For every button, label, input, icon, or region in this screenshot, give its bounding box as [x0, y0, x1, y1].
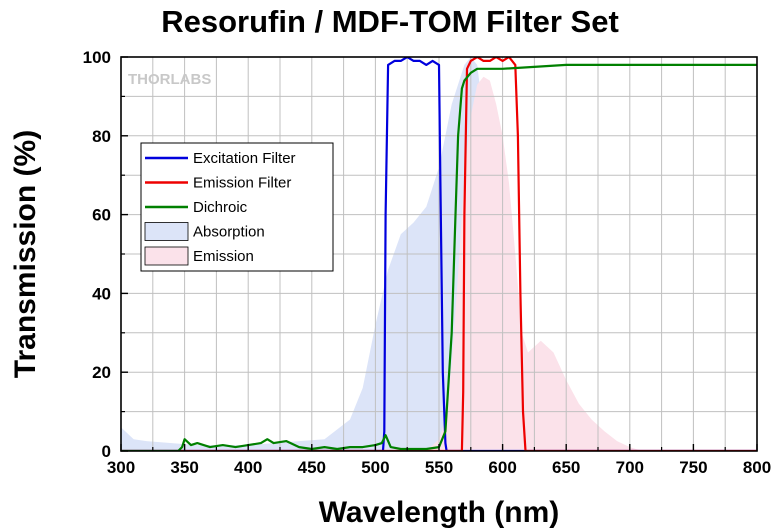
x-tick-label: 750: [679, 458, 707, 477]
x-tick-label: 350: [170, 458, 198, 477]
x-tick-label: 500: [361, 458, 389, 477]
legend: Excitation Filter Emission Filter Dichroic…: [140, 142, 334, 272]
y-tick-label: 100: [83, 48, 111, 67]
x-tick-label: 300: [107, 458, 135, 477]
legend-swatch-absorption: [144, 222, 189, 241]
x-tick-label: 600: [488, 458, 516, 477]
chart-title: Resorufin / MDF-TOM Filter Set: [161, 4, 619, 39]
line-layer: [121, 57, 757, 451]
y-tick-label: 40: [92, 284, 111, 303]
y-tick-label: 80: [92, 127, 111, 146]
tick-layer: 300 350 400 450 500 550 600 650 700 750 800 0 20 40 60…: [83, 48, 772, 477]
x-tick-label: 800: [743, 458, 771, 477]
y-tick-label: 0: [102, 442, 111, 461]
series-emission-filter-line: [121, 57, 757, 451]
legend-label-excitation-filter: Excitation Filter: [193, 150, 296, 167]
legend-label-emission-filter: Emission Filter: [193, 175, 291, 192]
series-emission-area: [426, 76, 643, 451]
y-tick-label: 60: [92, 206, 111, 225]
series-excitation-filter-line: [121, 57, 757, 451]
legend-label-dichroic: Dichroic: [193, 199, 248, 216]
x-tick-label: 400: [234, 458, 262, 477]
series-dichroic-line: [121, 63, 757, 451]
legend-label-absorption: Absorption: [193, 224, 265, 241]
x-tick-label: 450: [298, 458, 326, 477]
legend-label-emission: Emission: [193, 248, 254, 265]
watermark-logo: THORLABS: [128, 71, 211, 88]
legend-swatch-emission: [144, 246, 189, 266]
x-tick-label: 550: [425, 458, 453, 477]
y-tick-label: 20: [92, 363, 111, 382]
y-axis-title: Transmission (%): [9, 130, 42, 378]
x-tick-label: 650: [552, 458, 580, 477]
x-axis-title: Wavelength (nm): [319, 496, 560, 529]
x-tick-label: 700: [616, 458, 644, 477]
